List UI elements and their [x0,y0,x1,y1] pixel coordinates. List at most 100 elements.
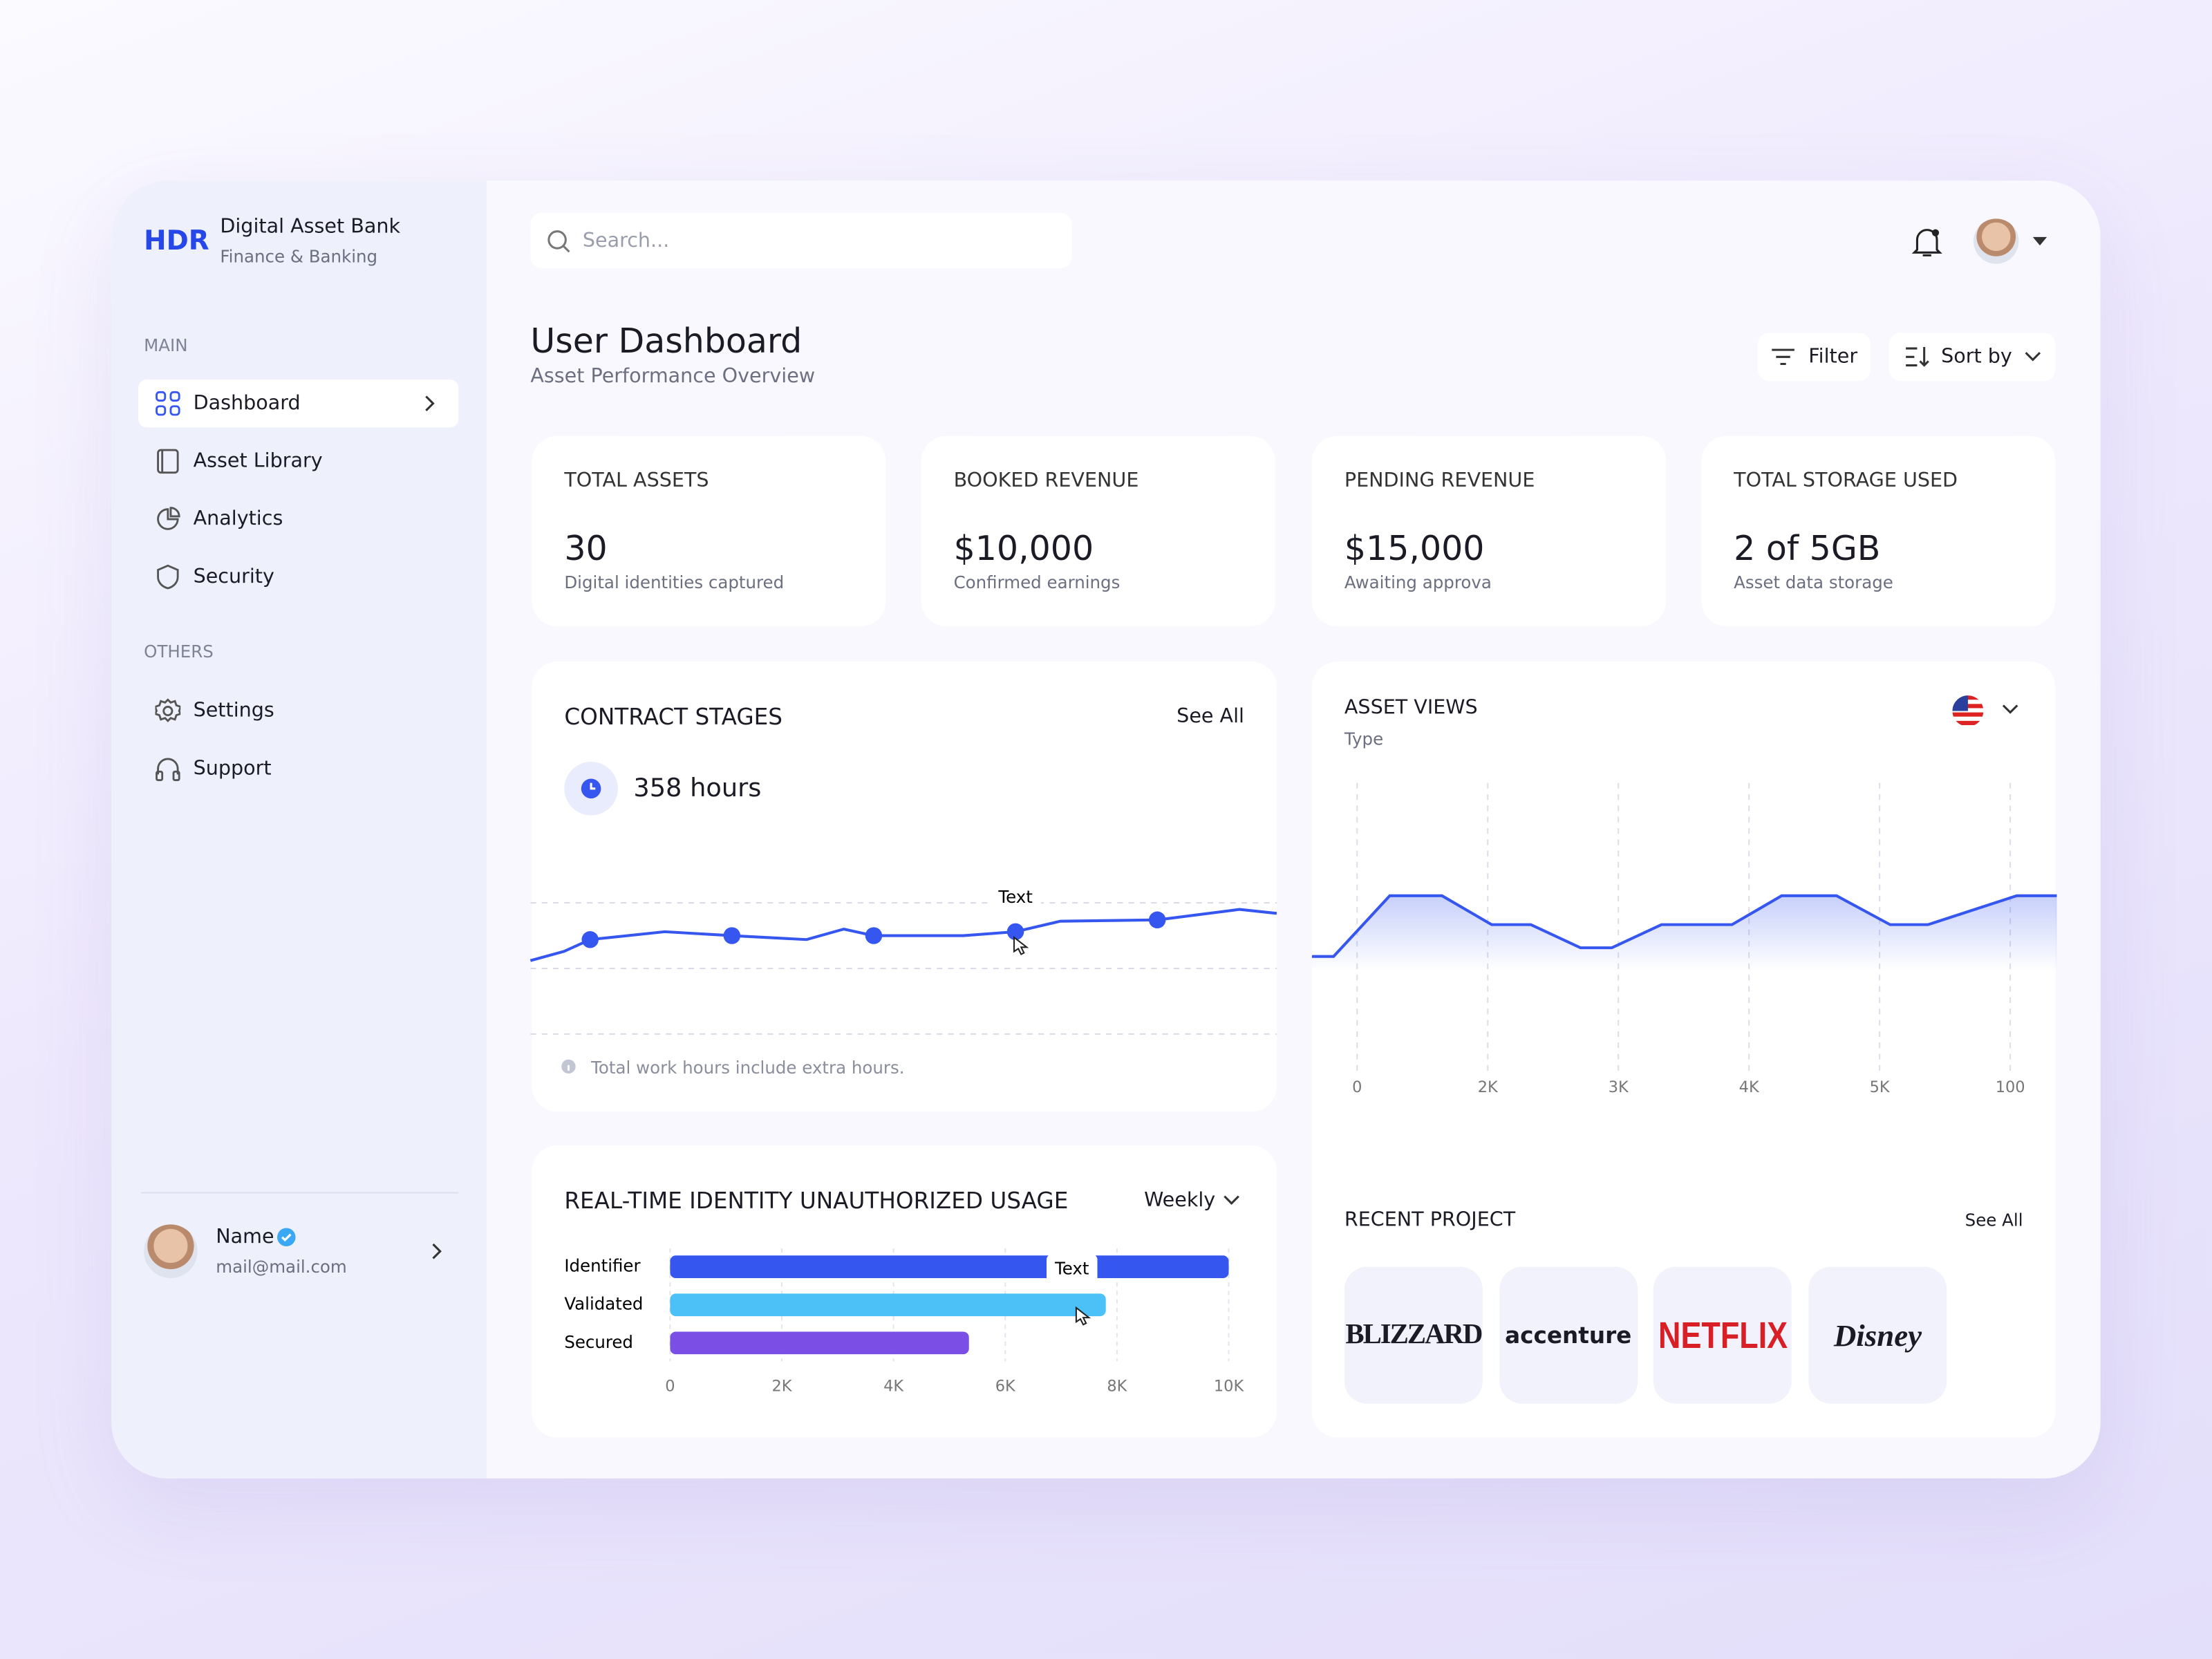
line [529,908,1277,962]
page-title: User Dashboard [530,321,803,362]
card-subtitle: Type [1344,729,1384,749]
filter-icon [1772,348,1794,366]
logo-tile[interactable]: Disney [1808,1266,1947,1404]
logo-tile[interactable]: NETFLIX [1653,1266,1792,1404]
sort-button[interactable]: Sort by [1888,332,2056,382]
nav-icon [157,449,179,474]
point [581,931,599,948]
see-all-link[interactable]: See All [1965,1210,2023,1230]
contract-card: CONTRACT STAGES See All 358 hours Total … [532,662,1277,1112]
x-tick-label: 4K [1739,1078,1760,1096]
x-tick-label: 0 [665,1378,675,1396]
bar [670,1293,1106,1317]
search-box[interactable]: Search... [530,213,1073,268]
tooltip-text: Text [997,887,1033,907]
point [865,927,883,944]
stat-value: $10,000 [953,529,1094,569]
card-title: REAL-TIME IDENTITY UNAUTHORIZED USAGE [564,1187,1069,1215]
brand-name: Digital Asset Bank [220,216,401,238]
stat-value: 30 [564,529,608,569]
info-icon [561,1059,576,1074]
sidebar: HDR Digital Asset Bank Finance & Banking… [111,180,487,1479]
x-tick-label: 2K [772,1378,793,1396]
chevron-down[interactable] [2002,704,2018,715]
logo-tile[interactable]: accenture [1499,1266,1638,1404]
nav-item[interactable]: Settings [193,700,274,722]
stat-note: Digital identities captured [564,572,785,593]
hours-value: 358 hours [633,774,762,804]
x-tick-label: 6K [995,1378,1016,1396]
nav-item[interactable]: Security [193,565,274,589]
search-placeholder: Search... [582,229,670,253]
nav-item[interactable]: Analytics [193,507,283,531]
section-title: RECENT PROJECT [1344,1208,1516,1232]
see-all-link[interactable]: See All [1177,705,1244,729]
nav-icon [156,758,180,781]
tooltip-box [990,882,1041,914]
tooltip-box [1047,1254,1098,1286]
usage-card: REAL-TIME IDENTITY UNAUTHORIZED USAGE We… [532,1145,1277,1438]
x-tick-label: 5K [1870,1078,1891,1096]
logo-text: BLIZZARD [1345,1319,1483,1351]
logo-tile[interactable]: BLIZZARD [1344,1266,1483,1404]
point [1148,911,1166,929]
cursor [1075,1306,1091,1326]
flag-icon[interactable] [1951,694,1985,728]
point [723,927,741,944]
sort-label: Sort by [1941,345,2012,368]
logo-text: Disney [1833,1317,1922,1353]
stat-label: TOTAL ASSETS [564,469,709,493]
stat-card: PENDING REVENUE $15,000 Awaiting approva [1311,435,1667,627]
user-name: Name [216,1226,274,1249]
section-label: MAIN [144,335,188,356]
profile-avatar[interactable] [1974,218,2019,264]
stat-note: Confirmed earnings [953,572,1121,593]
filter-button[interactable]: Filter [1757,332,1871,382]
x-tick-label: 8K [1107,1378,1127,1396]
x-tick-label: 100 [1996,1078,2025,1096]
stat-value: 2 of 5GB [1734,529,1881,569]
y-tick-label: Validated [564,1294,643,1314]
chevron-down[interactable] [1223,1195,1239,1206]
stat-label: BOOKED REVENUE [953,469,1139,493]
x-tick-label: 2K [1478,1078,1499,1096]
card-title: ASSET VIEWS [1344,697,1478,720]
logo-text: accenture [1505,1322,1632,1349]
area-group [1311,894,2057,971]
divider [141,1192,459,1194]
stat-label: TOTAL STORAGE USED [1734,469,1958,493]
logo-text: NETFLIX [1658,1313,1788,1356]
logo: HDR [144,225,209,257]
chevron-down [2025,352,2041,362]
stat-card: TOTAL ASSETS 30 Digital identities capture… [532,435,886,627]
stat-note: Asset data storage [1734,572,1893,593]
line [1311,894,2057,958]
chevron[interactable] [429,1241,442,1262]
stat-label: PENDING REVENUE [1344,469,1535,493]
nav-item[interactable]: Asset Library [193,450,323,473]
period-select[interactable]: Weekly [1144,1189,1216,1212]
stat-value: $15,000 [1344,529,1485,569]
cursor [1013,935,1029,955]
x-tick-label: 3K [1609,1078,1629,1096]
stat-note: Awaiting approva [1344,572,1492,593]
clock-badge [564,762,618,816]
user-email: mail@mail.com [216,1257,347,1277]
user-avatar[interactable] [144,1224,198,1278]
nav-item[interactable]: Support [193,757,272,780]
nav-item[interactable]: Dashboard [193,392,301,415]
footnote: Total work hours include extra hours. [591,1058,905,1078]
tooltip-text: Text [1054,1259,1089,1279]
x-tick-label: 4K [883,1378,904,1396]
y-tick-label: Secured [564,1332,633,1352]
stat-card: TOTAL STORAGE USED 2 of 5GB Asset data sto… [1701,435,2056,627]
nav-icon [157,507,180,530]
profile-caret[interactable] [2032,234,2048,248]
bar [670,1255,1229,1278]
clock-icon [581,778,601,799]
nav-icon [157,564,179,590]
page-subtitle: Asset Performance Overview [530,365,816,388]
bell-icon[interactable] [1911,226,1942,260]
